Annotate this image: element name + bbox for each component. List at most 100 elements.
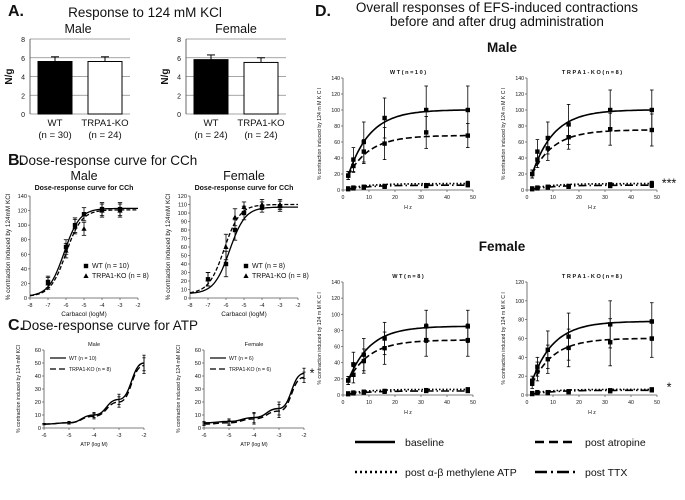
y-tick-label: 120 [515,92,524,98]
y-tick-label: 60 [195,348,201,354]
y-tick-label: 80 [518,318,524,324]
data-point [259,201,265,207]
series-line [347,325,468,381]
y-tick-label: 40 [195,374,201,380]
y-tick-label: 4 [21,75,25,82]
x-tick-label: 40 [628,400,634,406]
data-point [351,362,356,367]
data-point [361,149,366,154]
y-tick-label: 60 [518,140,524,146]
chart-inner-title: Dose-response curve for CCh [195,185,294,192]
y-tick-label: 120 [515,280,524,286]
data-point [361,185,366,190]
data-point [424,130,429,135]
y-tick-label: 70 [181,237,187,243]
y-axis-label: % contraction induced by 124 m M K C l [317,292,323,384]
data-point [535,157,540,162]
x-tick-label: 40 [628,195,634,201]
y-tick-label: 80 [21,238,27,244]
y-tick-label: 30 [35,387,41,393]
data-point [530,171,535,177]
series-line [532,182,652,190]
data-point [83,273,89,278]
y-tick-label: 20 [195,400,201,406]
y-tick-label: 40 [35,374,41,380]
data-point [535,186,540,191]
x-tick-label: 0 [526,400,529,406]
y-tick-label: 100 [515,108,524,114]
chart-B-female: Dose-response curve for CCh 0 10 20 30 40 50 60… [165,185,309,318]
panel-d-title-line-2: before and after drug administration [390,14,604,29]
data-point [608,127,613,132]
data-point [535,390,540,396]
y-tick-label: 30 [181,271,187,277]
panel-a-female-label: Female [215,22,257,36]
data-point [566,122,571,127]
chart-D-female-WT: W T ( n = 8 ) 0 20 40 60 80 100 120 140 0 10 20 30 40… [317,274,476,416]
data-point [424,337,429,343]
series-line [531,129,652,175]
x-tick-label: -7 [206,303,211,309]
chart-D-male-WT: W T ( n = 1 0 ) 0 20 40 60 80 100 120 140 0 10 20 30… [317,70,476,211]
data-point [346,187,351,192]
y-tick-label: 80 [334,124,340,130]
y-axis-label: N/g [4,68,15,84]
panel-c-letter: C. [8,317,24,334]
y-tick-label: 20 [518,374,524,380]
panel-d-female-label: Female [479,239,526,254]
x-tick-label: -3 [118,303,123,309]
x-tick-label: -4 [92,433,97,439]
x-tick-label: 20 [576,195,582,201]
panel-a-letter: A. [8,3,24,20]
y-tick-label: 40 [334,361,340,367]
panel-c-title: Dose-response curve for ATP [22,318,198,333]
y-tick-label: 60 [334,140,340,146]
x-tick-label: 10 [550,400,556,406]
bar [193,59,229,115]
chart-title: Female [245,342,264,348]
x-tick-label: -2 [296,303,301,309]
data-point [117,207,123,213]
y-axis-label: % contraction induced by 124mM KCl [5,194,12,301]
x-tick-label: 10 [366,400,372,406]
chart-C-female: Female 0 10 20 30 40 50 60 -6 -5 -4 -3 -2 ATP (log M)… [176,342,315,448]
y-tick-label: 140 [331,280,340,286]
y-tick-label: 100 [331,108,340,114]
data-point [243,273,249,278]
x-tick-label: 50 [470,195,476,201]
y-axis-label: % contraction induced by 124 m M K C l [501,292,507,384]
legend-entry: TRPA1-KO (n = 6) [229,367,271,373]
data-point [241,210,247,216]
y-tick-label: 60 [181,245,187,251]
data-point [351,163,356,169]
data-point [351,372,356,378]
x-tick-label: -2 [136,303,141,309]
legend-entry: WT (n = 6) [229,356,254,362]
x-tick-label: 30 [418,400,424,406]
y-tick-label: 40 [518,355,524,361]
y-tick-label: 10 [195,413,201,419]
significance-annotation: * [667,380,672,394]
legend-entry: WT (n = 8) [252,263,285,270]
x-tick-label: 0 [526,195,529,201]
legend-atropine-label: post atropine [585,437,646,449]
y-tick-label: 30 [195,387,201,393]
data-point [424,388,429,394]
data-point [382,184,387,189]
data-point [361,390,366,395]
x-tick-label: -4 [260,303,265,309]
x-tick-label: 10 [550,195,556,201]
y-tick-label: 0 [177,112,181,119]
series-line [347,134,468,176]
y-tick-label: 20 [334,172,340,178]
y-tick-label: 20 [181,279,187,285]
panel-b-title: Dose-response curve for CCh [19,153,198,168]
bar [37,61,73,115]
data-point [530,391,535,397]
y-tick-label: 100 [515,299,524,305]
significance-annotation: * [310,366,315,380]
series-line [532,389,652,395]
x-tick-label: 20 [392,195,398,201]
series-line [348,182,468,190]
